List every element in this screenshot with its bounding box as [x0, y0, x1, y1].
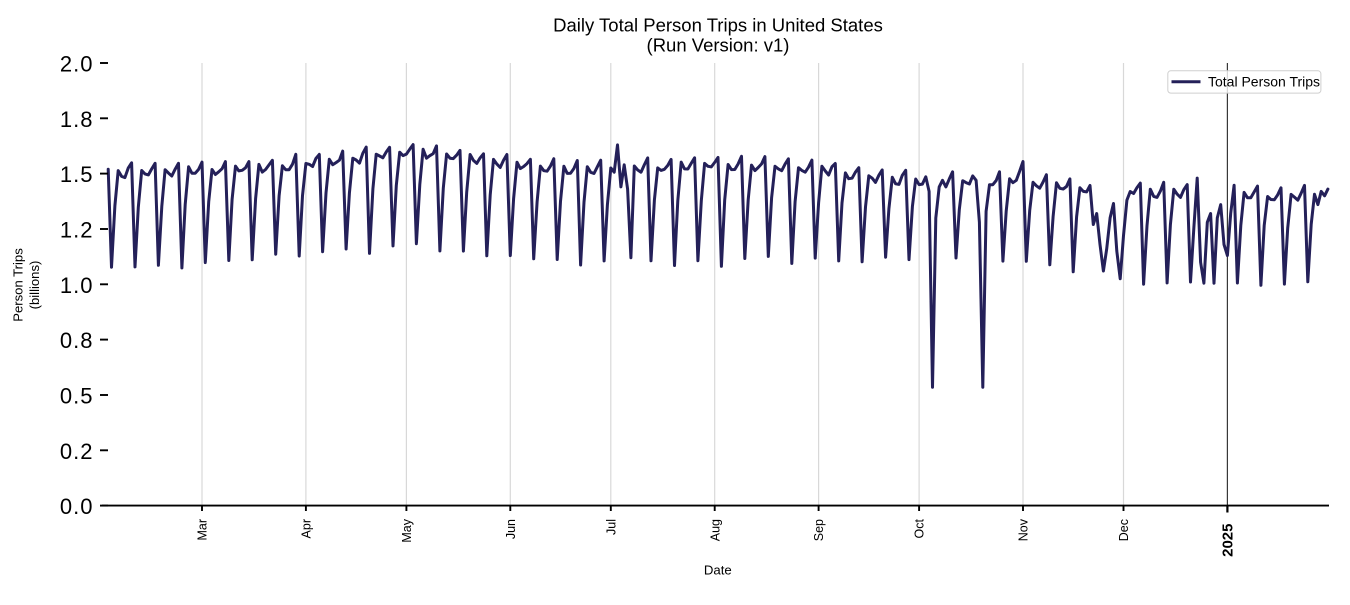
svg-text:Jun: Jun: [504, 519, 518, 539]
svg-text:Date: Date: [704, 562, 732, 577]
svg-text:Apr: Apr: [300, 519, 314, 538]
svg-text:1.8: 1.8: [60, 107, 94, 132]
svg-text:(billions): (billions): [27, 261, 42, 310]
svg-text:0.5: 0.5: [60, 384, 94, 409]
svg-text:Dec: Dec: [1117, 519, 1131, 541]
svg-text:2.0: 2.0: [60, 52, 94, 77]
svg-text:0.8: 0.8: [60, 328, 94, 353]
svg-text:0.0: 0.0: [60, 494, 94, 519]
svg-text:Nov: Nov: [1017, 518, 1031, 541]
svg-text:Sep: Sep: [812, 519, 826, 541]
svg-text:Oct: Oct: [913, 518, 927, 538]
svg-text:Aug: Aug: [708, 519, 722, 541]
svg-text:Mar: Mar: [196, 519, 210, 541]
svg-text:(Run Version: v1): (Run Version: v1): [647, 35, 790, 56]
svg-text:1.0: 1.0: [60, 273, 94, 298]
svg-text:Jul: Jul: [604, 519, 618, 535]
svg-text:1.5: 1.5: [60, 162, 94, 187]
svg-text:Daily Total Person Trips in Un: Daily Total Person Trips in United State…: [553, 14, 883, 35]
svg-text:2025: 2025: [1220, 524, 1237, 557]
svg-text:Total Person Trips: Total Person Trips: [1208, 74, 1320, 90]
svg-text:May: May: [400, 518, 414, 542]
svg-text:1.2: 1.2: [60, 218, 94, 243]
svg-text:0.2: 0.2: [60, 439, 94, 464]
svg-text:Person Trips: Person Trips: [11, 248, 26, 322]
